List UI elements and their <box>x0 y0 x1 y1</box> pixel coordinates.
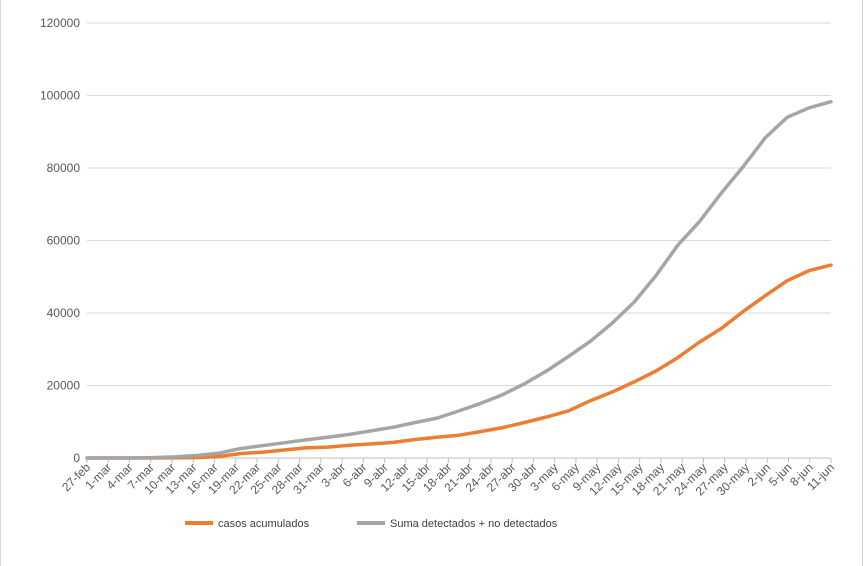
y-tick-label: 40000 <box>47 306 81 320</box>
legend-label-1: casos acumulados <box>218 518 310 530</box>
legend-label-2: Suma detectados + no detectados <box>390 518 558 530</box>
y-tick-label: 0 <box>73 451 80 465</box>
y-tick-label: 100000 <box>40 89 80 103</box>
y-tick-label: 60000 <box>47 234 81 248</box>
y-tick-label: 80000 <box>47 161 81 175</box>
y-tick-label: 20000 <box>47 379 81 393</box>
series-line-1 <box>85 263 833 460</box>
y-tick-label: 120000 <box>40 16 80 30</box>
series-line-2 <box>85 99 833 460</box>
